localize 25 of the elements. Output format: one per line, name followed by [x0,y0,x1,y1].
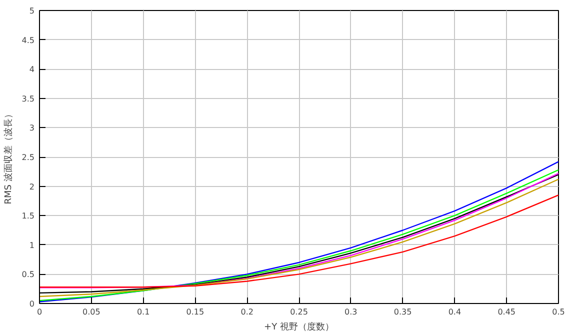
y-tick-label: 4.5 [22,36,35,45]
x-tick-label: 0.45 [498,308,516,316]
y-axis-title: RMS 波面収差（波長） [2,110,14,204]
y-tick-label: 3.5 [22,94,35,104]
y-tick-label: 3 [29,124,35,133]
y-tick-label: 5 [29,6,35,16]
x-tick-label: 0 [36,308,42,316]
x-tick-label: 0.4 [448,308,462,316]
y-tick-label: 4 [29,65,35,74]
x-tick-label: 0.1 [136,308,150,316]
x-tick-label: 0.2 [240,308,254,316]
x-tick-label: 0.25 [290,308,308,316]
y-tick-label: 0 [29,300,35,308]
y-tick-label: 1.5 [22,212,35,221]
y-tick-label: 2.5 [22,153,35,162]
x-tick-label: 0.3 [344,308,358,316]
x-axis-title: +Y 視野（度数） [264,322,334,332]
x-tick-label: 0.05 [82,308,100,316]
line-series [40,194,558,288]
x-tick-label: 0.35 [394,308,412,316]
y-tick-label: 0.5 [22,270,35,280]
x-tick-label: 0.15 [186,308,204,316]
x-tick-label: 0.5 [552,308,565,316]
y-tick-label: 1 [29,240,35,250]
y-tick-label: 2 [29,182,35,192]
